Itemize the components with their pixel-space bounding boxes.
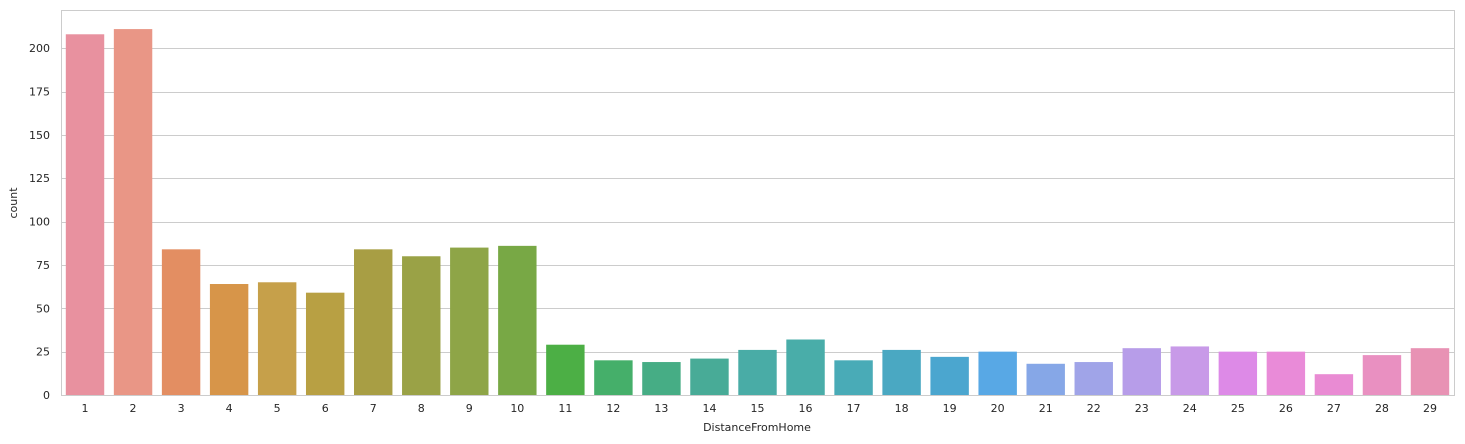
bar-1 [65,34,105,396]
x-tick-label: 28 [1375,402,1389,415]
bar-17 [834,360,873,395]
x-tick-label: 3 [178,402,185,415]
y-axis-title: count [7,187,20,219]
x-tick-labels: 1 2 3 4 5 6 7 8 9 10 11 12 13 14 15 16 17 18 19 20 21 22 23 24 2… [82,402,1437,415]
x-tick-label: 5 [274,402,281,415]
x-tick-label: 1 [82,402,89,415]
bar-26 [1266,351,1306,395]
x-tick-label: 16 [799,402,813,415]
bar-22 [1074,362,1113,395]
bar-20 [978,351,1017,395]
bar-19 [930,356,969,395]
y-tick-label: 25 [36,346,50,359]
bar-21 [1026,363,1065,395]
bar-11 [546,344,585,395]
bar-14 [690,358,729,395]
bars [65,29,1450,396]
bar-3 [161,249,201,395]
bar-8 [402,256,441,395]
x-tick-label: 14 [702,402,716,415]
x-tick-label: 6 [322,402,329,415]
bar-4 [209,284,249,395]
bar-29 [1410,348,1450,395]
x-tick-label: 17 [847,402,861,415]
x-tick-label: 15 [751,402,765,415]
x-tick-label: 13 [654,402,668,415]
plot-frame [61,10,1455,396]
x-tick-label: 20 [991,402,1005,415]
x-tick-label: 2 [130,402,137,415]
y-tick-label: 50 [36,302,50,315]
x-axis-title: DistanceFromHome [703,421,811,434]
bar-7 [354,249,393,395]
bar-16 [786,339,825,395]
x-tick-label: 7 [370,402,377,415]
y-tick-label: 175 [29,86,50,99]
x-tick-label: 12 [606,402,620,415]
x-tick-label: 26 [1279,402,1293,415]
bar-18 [882,349,921,395]
x-tick-label: 9 [466,402,473,415]
bar-23 [1122,348,1161,395]
y-tick-label: 150 [29,129,50,142]
x-tick-label: 19 [943,402,957,415]
bar-9 [450,247,489,395]
x-tick-label: 18 [895,402,909,415]
bar-27 [1314,374,1354,395]
x-tick-label: 4 [226,402,233,415]
bar-5 [257,282,297,395]
x-tick-label: 8 [418,402,425,415]
bar-10 [498,245,537,395]
bar-15 [738,349,777,395]
bar-12 [594,360,633,395]
x-tick-label: 29 [1423,402,1437,415]
x-tick-label: 24 [1183,402,1197,415]
y-tick-label: 125 [29,172,50,185]
y-tick-labels: 0 25 50 75 100 125 150 175 200 [29,42,50,402]
y-tick-label: 100 [29,216,50,229]
x-tick-label: 11 [558,402,572,415]
x-tick-label: 21 [1039,402,1053,415]
bar-25 [1218,351,1258,395]
bar-24 [1170,346,1210,395]
bar-13 [642,362,681,395]
x-tick-label: 27 [1327,402,1341,415]
y-tick-label: 75 [36,259,50,272]
x-tick-label: 22 [1087,402,1101,415]
x-tick-label: 10 [510,402,524,415]
bar-6 [305,292,345,395]
bar-2 [113,29,153,396]
y-tick-label: 0 [43,389,50,402]
bar-28 [1362,355,1402,395]
y-tick-label: 200 [29,42,50,55]
x-tick-label: 25 [1231,402,1245,415]
x-tick-label: 23 [1135,402,1149,415]
